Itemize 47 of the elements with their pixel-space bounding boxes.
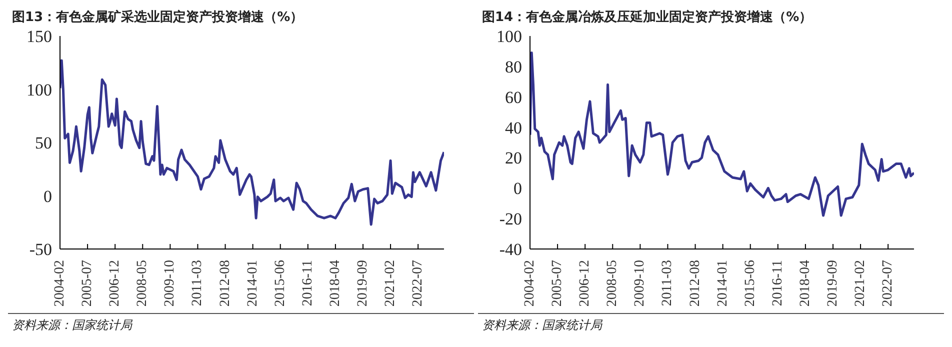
chart-title: 图14：有色金属冶炼及压延加业固定资产投资增速（%） <box>481 8 814 27</box>
y-tick-label: -40 <box>499 240 522 260</box>
x-tick-label: 2012-08 <box>688 260 703 307</box>
line-series <box>60 59 444 226</box>
x-tick-label: 2011-03 <box>660 260 676 306</box>
x-tick-label: 2014-01 <box>245 260 260 307</box>
x-tick-label: 2006-12 <box>578 260 593 307</box>
x-tick-label: 2018-04 <box>798 260 813 307</box>
x-tick-label: 2008-05 <box>605 260 620 307</box>
x-tick-label: 2011-03 <box>190 260 206 306</box>
x-tick-label: 2016-11 <box>300 260 316 306</box>
x-tick-label: 2005-07 <box>80 260 96 307</box>
x-tick-label: 2021-02 <box>383 260 398 307</box>
y-tick-label: 40 <box>505 118 522 138</box>
x-tick-label: 2019-09 <box>825 260 840 307</box>
x-tick-label: 2006-12 <box>108 260 123 307</box>
y-tick-label: 100 <box>26 80 52 100</box>
x-tick-label: 2021-02 <box>853 260 868 307</box>
x-tick-label: 2004-02 <box>52 260 68 307</box>
y-tick-label: 150 <box>26 27 52 46</box>
x-tick-label: 2018-04 <box>328 260 343 307</box>
x-tick-label: 2015-06 <box>272 260 288 307</box>
y-tick-label: 100 <box>496 27 522 46</box>
y-tick-label: 0 <box>44 186 52 206</box>
x-tick-label: 2005-07 <box>550 260 566 307</box>
x-tick-label: 2012-08 <box>218 260 233 307</box>
x-tick-label: 2022-07 <box>410 260 426 307</box>
x-tick-label: 2009-10 <box>632 260 648 307</box>
chart-title: 图13：有色金属矿采选业固定资产投资增速（%） <box>11 8 304 27</box>
y-tick-label: -20 <box>499 210 522 229</box>
text: 资料来源：国家统计局 <box>482 318 602 332</box>
x-tick-label: 2008-05 <box>135 260 150 307</box>
x-tick-label: 2015-06 <box>742 260 758 307</box>
text: 资料来源：国家统计局 <box>12 318 132 332</box>
x-tick-label: 2022-07 <box>880 260 896 307</box>
x-tick-label: 2014-01 <box>715 260 730 307</box>
x-tick-label: 2004-02 <box>522 260 538 307</box>
y-tick-label: 0 <box>514 179 522 198</box>
y-tick-label: 60 <box>505 88 522 107</box>
x-tick-label: 2019-09 <box>355 260 370 307</box>
y-tick-label: 20 <box>505 148 522 168</box>
x-tick-label: 2016-11 <box>770 260 786 306</box>
y-tick-label: 80 <box>505 57 522 76</box>
y-tick-label: 50 <box>35 134 52 153</box>
y-tick-label: -50 <box>29 240 52 260</box>
x-tick-label: 2009-10 <box>162 260 178 307</box>
line-series <box>530 51 914 217</box>
